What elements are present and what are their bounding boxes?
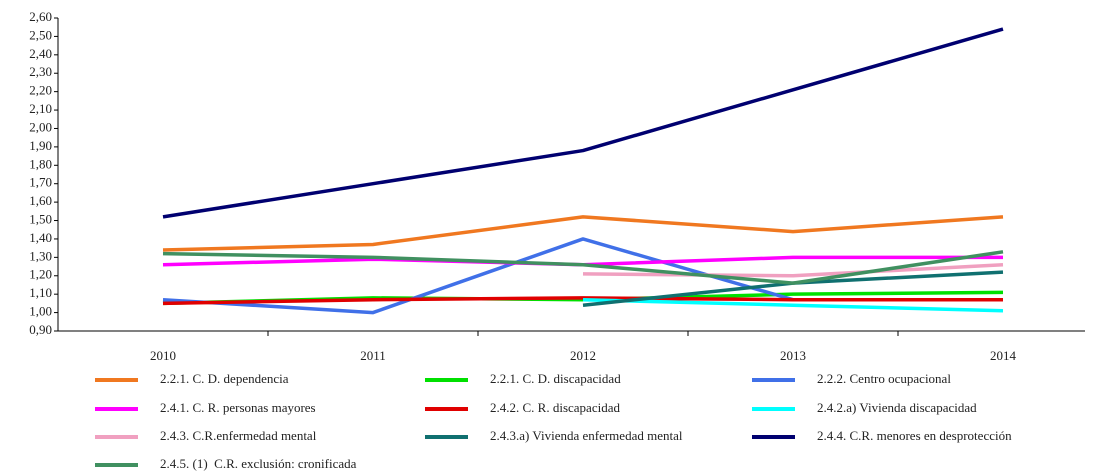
y-tick-label: 2,00 xyxy=(29,119,52,134)
legend-label: 2.2.1. C. D. discapacidad xyxy=(490,371,621,386)
y-tick-label: 2,30 xyxy=(29,64,52,79)
legend-label: 2.4.1. C. R. personas mayores xyxy=(160,400,316,415)
y-tick-label: 0,90 xyxy=(29,322,52,337)
x-tick-label: 2012 xyxy=(570,348,596,363)
x-tick-label: 2014 xyxy=(990,348,1017,363)
series-line xyxy=(582,262,1004,278)
legend-label: 2.4.3. C.R.enfermedad mental xyxy=(160,428,317,443)
series-line xyxy=(162,250,1004,285)
y-tick-label: 1,20 xyxy=(29,267,52,282)
y-tick-label: 2,20 xyxy=(29,83,52,98)
series-line xyxy=(162,215,1004,252)
legend-label: 2.4.2.a) Vivienda discapacidad xyxy=(817,400,977,415)
series-line xyxy=(162,27,1004,219)
y-tick-label: 1,40 xyxy=(29,230,52,245)
y-tick-label: 1,90 xyxy=(29,138,52,153)
y-tick-label: 1,00 xyxy=(29,304,52,319)
series-line xyxy=(162,296,1003,306)
y-tick-label: 1,50 xyxy=(29,212,52,227)
x-tick-label: 2013 xyxy=(780,348,806,363)
legend-label: 2.2.2. Centro ocupacional xyxy=(817,371,951,386)
legend-label: 2.2.1. C. D. dependencia xyxy=(160,371,289,386)
series-line xyxy=(582,297,1004,313)
x-tick-label: 2011 xyxy=(360,348,386,363)
y-tick-label: 1,10 xyxy=(29,285,52,300)
y-tick-label: 1,30 xyxy=(29,248,52,263)
y-tick-label: 1,60 xyxy=(29,193,52,208)
y-tick-label: 2,10 xyxy=(29,101,52,116)
x-tick-label: 2010 xyxy=(150,348,176,363)
y-tick-label: 2,60 xyxy=(29,9,52,24)
legend-label: 2.4.2. C. R. discapacidad xyxy=(490,400,620,415)
legend-label: 2.4.3.a) Vivienda enfermedad mental xyxy=(490,428,683,443)
y-tick-label: 2,40 xyxy=(29,46,52,61)
legend-label: 2.4.5. (1) C.R. exclusión: cronificada xyxy=(160,456,357,471)
y-tick-label: 1,70 xyxy=(29,175,52,190)
y-tick-label: 1,80 xyxy=(29,156,52,171)
y-tick-label: 2,50 xyxy=(29,27,52,42)
legend-label: 2.4.4. C.R. menores en desprotección xyxy=(817,428,1012,443)
